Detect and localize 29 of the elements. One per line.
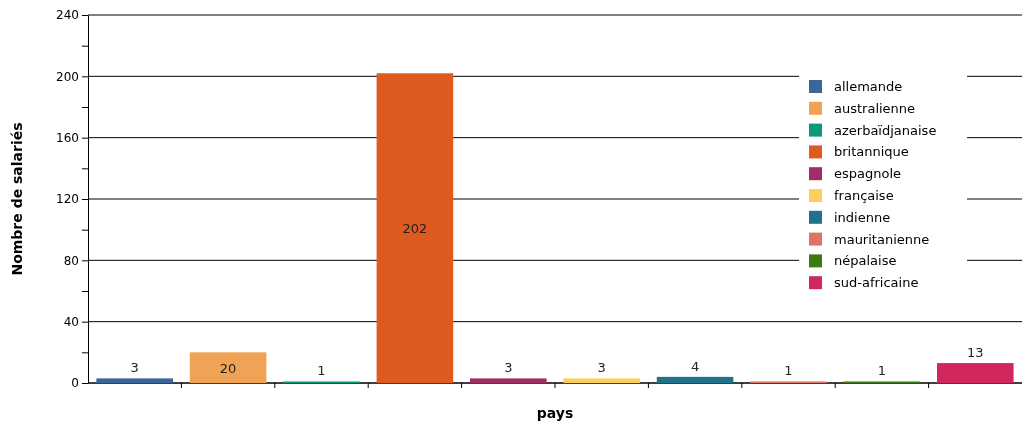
data-label: 1 (784, 363, 793, 379)
legend-label: espagnole (834, 166, 902, 182)
legend-label: australienne (834, 100, 916, 116)
x-axis-title: pays (536, 405, 574, 421)
y-tick-label: 160 (56, 131, 79, 146)
data-label: 3 (130, 360, 139, 376)
y-tick-label: 0 (71, 376, 79, 391)
data-label: 3 (504, 360, 513, 376)
data-label: 13 (967, 345, 984, 361)
legend-label: allemande (834, 79, 903, 94)
y-tick-label: 80 (63, 253, 79, 268)
y-axis-title: Nombre de salariés (9, 122, 25, 276)
legend-label: népalaise (834, 253, 897, 269)
y-tick-label: 120 (56, 192, 79, 207)
legend-label: azerbaïdjanaise (834, 122, 937, 138)
y-tick-label: 40 (63, 315, 79, 330)
legend-label: britannique (834, 144, 909, 160)
data-label: 3 (597, 360, 606, 376)
legend-label: française (834, 188, 894, 203)
data-label: 202 (402, 221, 428, 237)
data-label: 20 (219, 360, 237, 376)
legend-label: sud-africaine (834, 275, 919, 291)
y-tick-label: 200 (56, 69, 79, 84)
data-label: 1 (317, 363, 326, 379)
legend-label: mauritanienne (834, 231, 930, 247)
data-label: 4 (690, 358, 700, 374)
y-tick-label: 240 (56, 8, 79, 23)
data-label: 1 (877, 363, 887, 379)
legend-label: indienne (834, 209, 891, 225)
